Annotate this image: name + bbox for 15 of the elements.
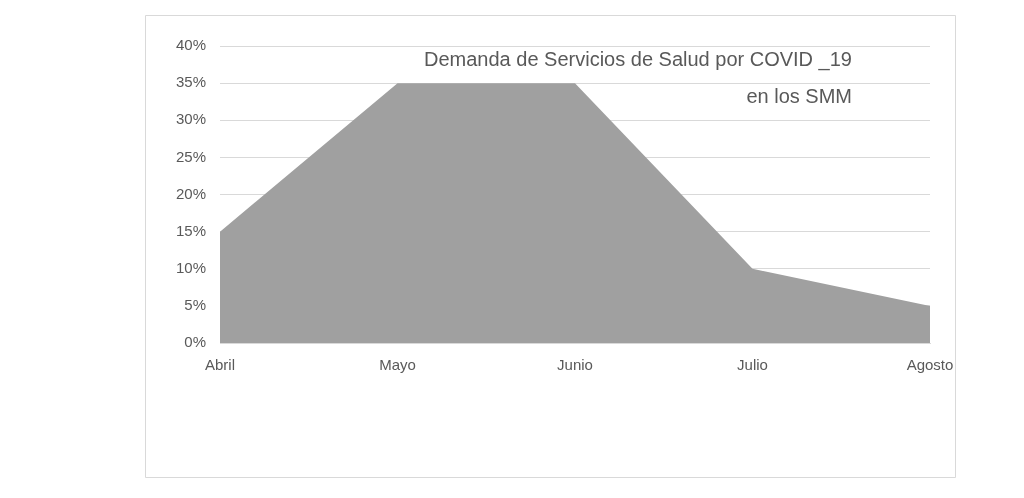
x-tick-label: Junio	[557, 356, 593, 374]
y-tick-label: 40%	[175, 36, 206, 54]
y-tick-label: 20%	[175, 184, 206, 202]
y-tick-label: 0%	[184, 333, 206, 351]
text: Demanda de Servicios de Salud por COVID _19 en los SMM	[423, 47, 852, 107]
y-tick-label: 35%	[175, 73, 206, 91]
y-tick-label: 15%	[175, 221, 206, 239]
y-tick-label: 25%	[175, 147, 206, 165]
y-tick-label: 5%	[184, 296, 206, 314]
x-tick-label: Agosto	[906, 356, 954, 374]
y-tick-label: 30%	[175, 110, 206, 128]
x-tick-label: Mayo	[379, 356, 416, 374]
y-tick-label: 10%	[175, 258, 206, 276]
x-tick-label: Abril	[204, 356, 236, 374]
x-tick-label: Julio	[737, 356, 768, 374]
